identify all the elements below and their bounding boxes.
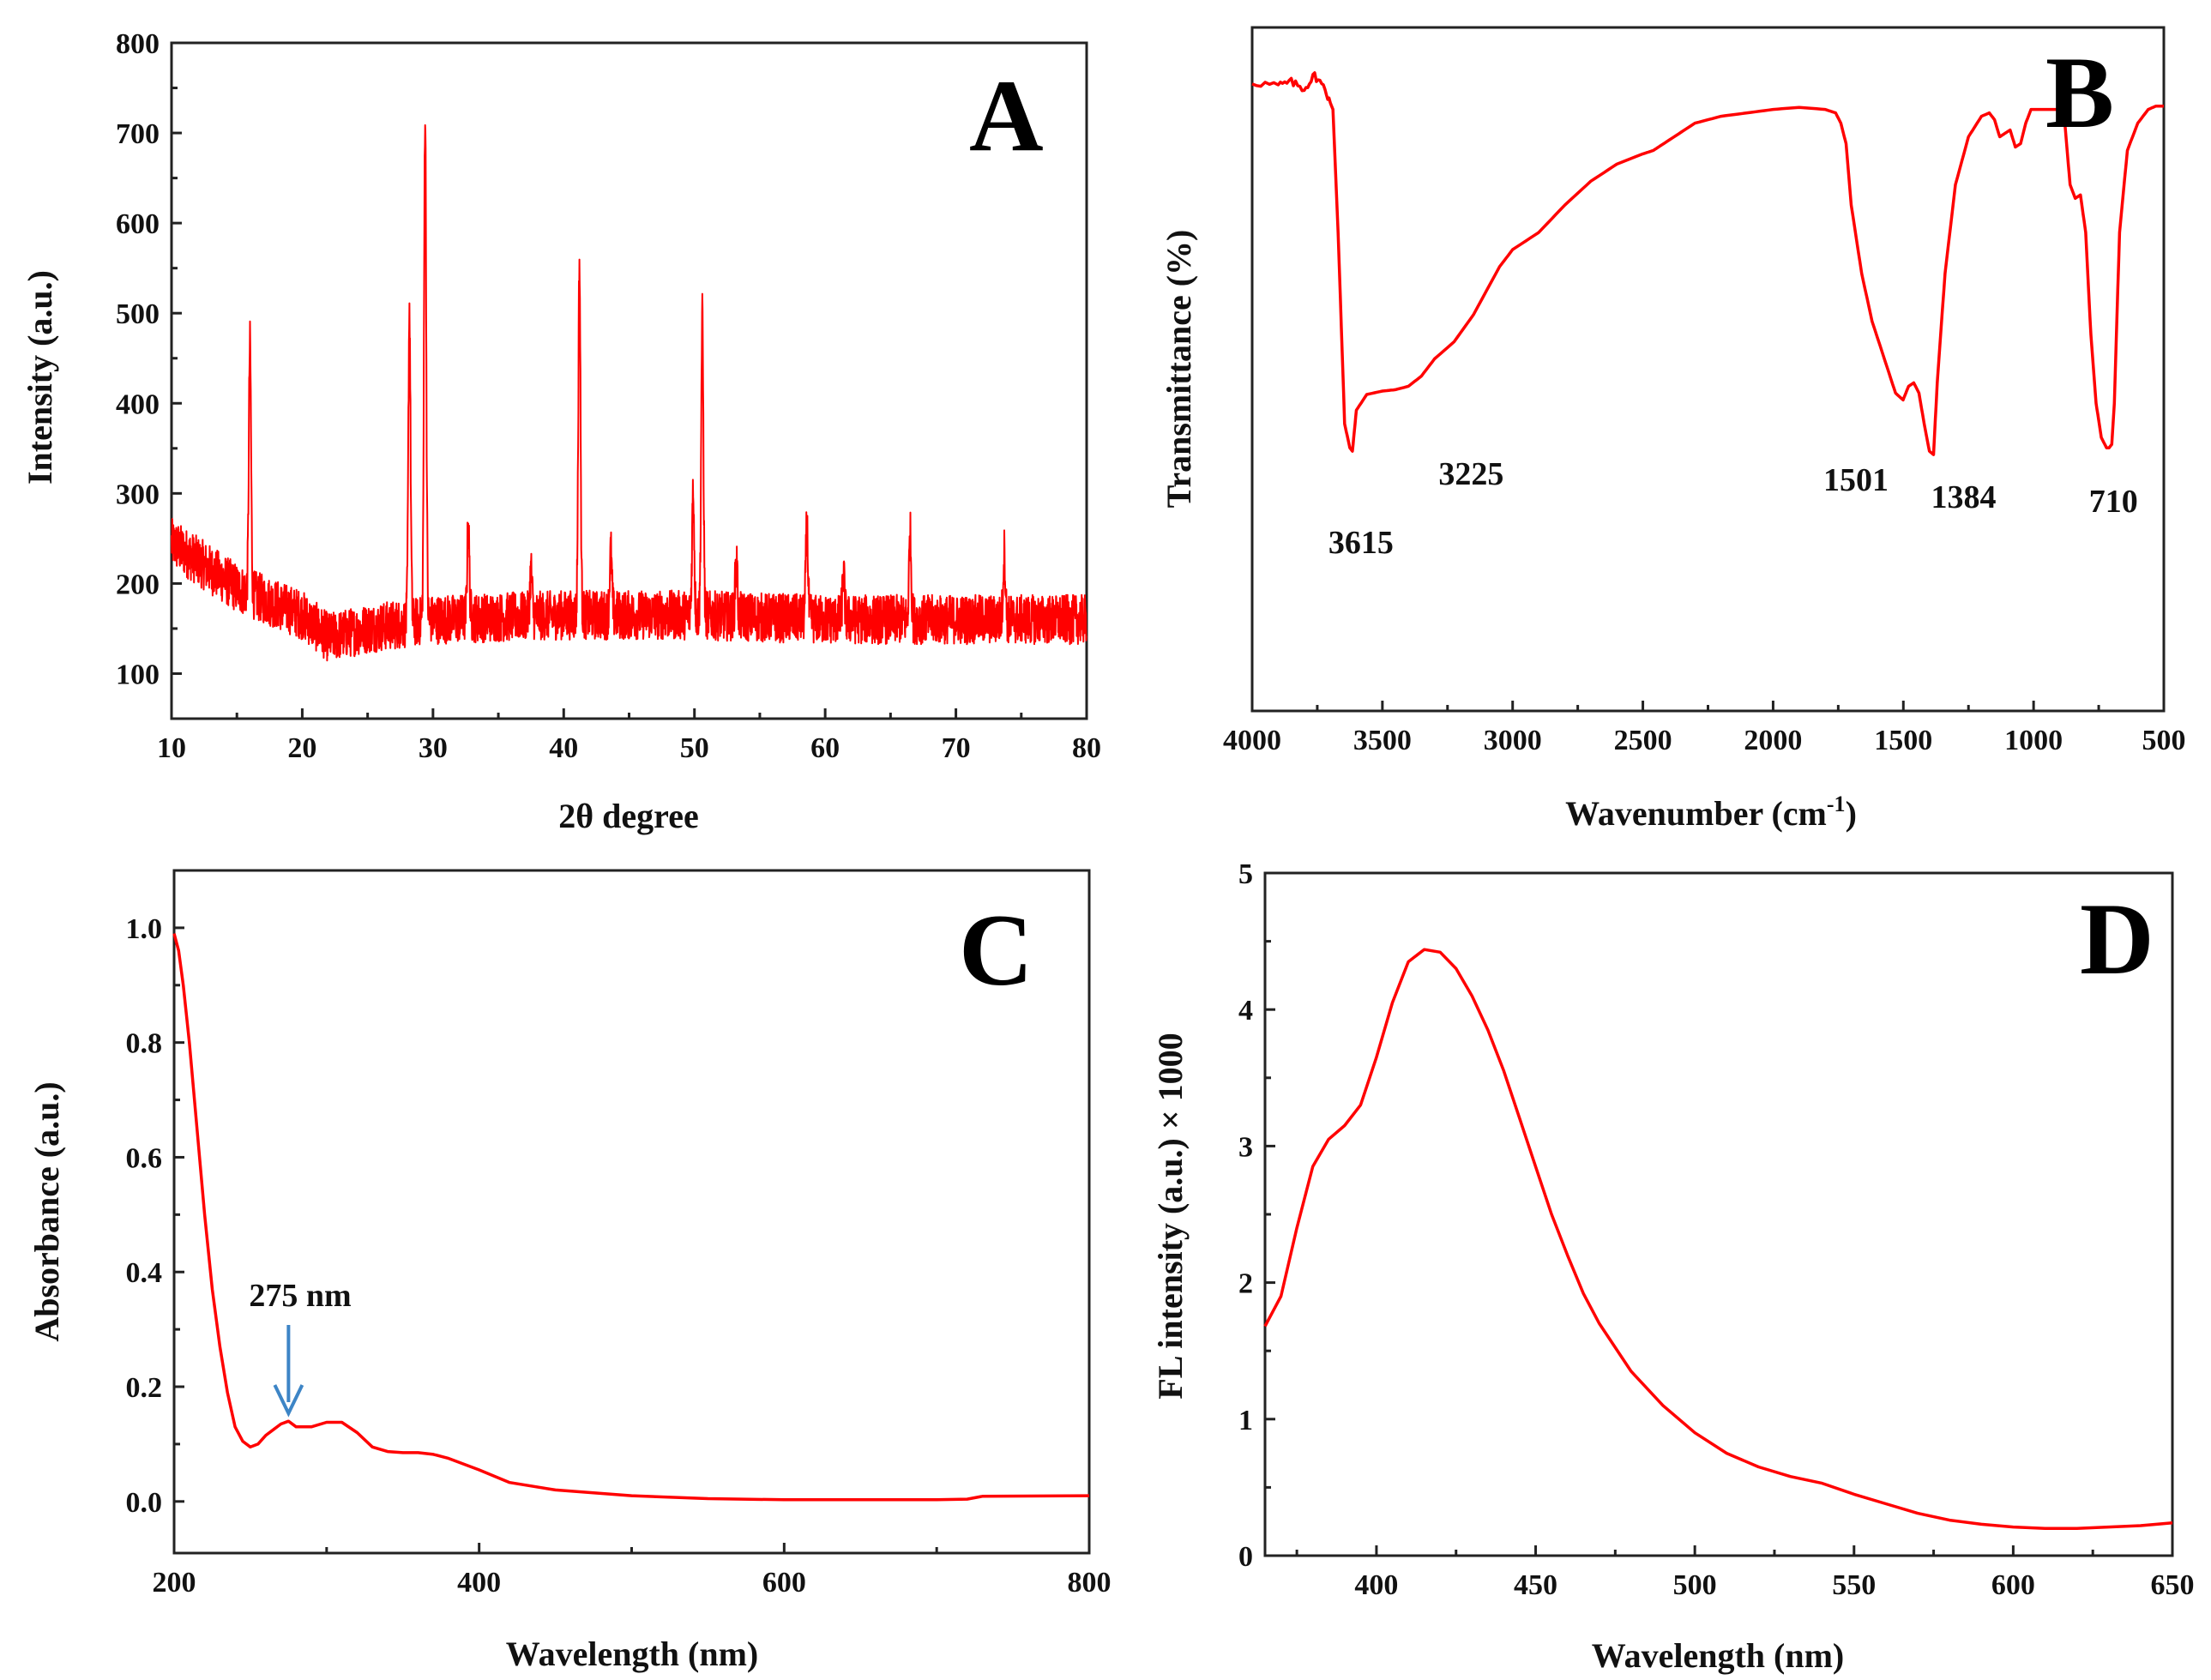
panel-d-series — [1263, 948, 2173, 1530]
panel-d-xtick-label: 450 — [1514, 1569, 1557, 1601]
panel-c-ticks: 200 400 600 800 0.0 0.2 0.4 0.6 0.8 1.0 — [126, 913, 1112, 1599]
panel-a-xtick-label: 20 — [287, 732, 316, 764]
panel-b-ticks: 4000 3500 3000 2500 2000 1500 1000 500 — [1223, 701, 2186, 756]
panel-b-xlabel-end: ) — [1846, 794, 1857, 833]
panel-b-ylabel: Transmittance (%) — [1160, 230, 1198, 509]
panel-d-letter: D — [2080, 882, 2154, 996]
panel-b-xtick-label: 4000 — [1223, 725, 1281, 756]
panel-d-ytick-label: 1 — [1238, 1405, 1253, 1436]
panel-b-xlabel-main: Wavenumber (cm — [1565, 794, 1827, 833]
panel-d-ytick-label: 3 — [1238, 1131, 1253, 1163]
panel-a-ytick-label: 100 — [116, 659, 160, 690]
panel-d-ytick-label: 0 — [1238, 1541, 1253, 1573]
panel-d-xtick-label: 400 — [1354, 1569, 1398, 1601]
panel-b-peak-label: 3225 — [1438, 456, 1503, 492]
panel-c-xlabel: Wavelength (nm) — [506, 1635, 758, 1673]
panel-c-xtick-label: 800 — [1068, 1567, 1112, 1599]
panel-d-ylabel: FL intensity (a.u.) × 1000 — [1151, 1033, 1190, 1399]
panel-a-series — [171, 123, 1087, 662]
panel-b-xtick-label: 2000 — [1744, 725, 1802, 756]
panel-b-ftir-spectrum — [1251, 71, 2165, 456]
panel-a-letter: A — [969, 58, 1044, 172]
panel-a-ytick-label: 200 — [116, 569, 160, 600]
panel-b-annotations: 3615 3225 1501 1384 710 — [1328, 456, 2138, 561]
panel-c-frame — [172, 869, 1091, 1555]
panel-a-ylabel: Intensity (a.u.) — [21, 270, 59, 485]
panel-d-ticks: 400 450 500 550 600 650 0 1 2 3 4 5 — [1238, 858, 2195, 1601]
panel-a-ytick-label: 800 — [116, 28, 160, 60]
panel-a-xtick-label: 60 — [810, 732, 840, 764]
panel-b-xtick-label: 1000 — [2004, 725, 2063, 756]
panel-c-ytick-label: 0.4 — [126, 1257, 163, 1289]
panel-a-xtick-label: 50 — [680, 732, 709, 764]
panel-d-ytick-label: 2 — [1238, 1268, 1253, 1300]
panel-c-ytick-label: 0.8 — [126, 1028, 163, 1060]
panel-c-peak-label: 275 nm — [249, 1278, 351, 1314]
panel-d-ytick-label: 5 — [1238, 858, 1253, 890]
panel-b-xlabel: Wavenumber (cm-1) — [1565, 792, 1857, 833]
panel-a: 10 20 30 40 50 60 70 80 100 200 300 400 500 600 700 800… — [21, 28, 1101, 835]
panel-a-ytick-label: 500 — [116, 298, 160, 330]
panel-a-xlabel: 2θ degree — [558, 797, 698, 835]
panel-c-ylabel: Absorbance (a.u.) — [27, 1081, 66, 1341]
panel-c-arrow-head — [273, 1384, 304, 1418]
panel-c-absorbance-curve — [172, 933, 1090, 1502]
panel-c-xtick-label: 200 — [153, 1567, 196, 1599]
panel-b-xtick-label: 1500 — [1874, 725, 1932, 756]
panel-b-peak-label: 3615 — [1328, 525, 1394, 561]
panel-d-frame — [1263, 871, 2174, 1557]
panel-c-ytick-label: 0.6 — [126, 1142, 163, 1174]
panel-a-xtick-label: 70 — [942, 732, 971, 764]
panel-a-ytick-label: 300 — [116, 479, 160, 510]
panel-a-xtick-label: 80 — [1072, 732, 1101, 764]
panel-d: 400 450 500 550 600 650 0 1 2 3 4 5 D Wavelength (n… — [1151, 858, 2195, 1675]
panel-b-letter: B — [2045, 35, 2114, 149]
panel-c-ytick-label: 0.0 — [126, 1487, 163, 1519]
panel-a-ticks: 10 20 30 40 50 60 70 80 100 200 300 400 500 600 700 800 — [116, 28, 1101, 764]
panel-b-xtick-label: 3000 — [1484, 725, 1542, 756]
panel-c-xtick-label: 600 — [762, 1567, 806, 1599]
panel-d-ytick-label: 4 — [1238, 995, 1253, 1027]
panel-d-fluorescence-curve — [1263, 948, 2173, 1530]
panel-a-xrd-pattern — [171, 123, 1087, 662]
panel-d-xtick-label: 500 — [1673, 1569, 1717, 1601]
panel-a-ytick-label: 600 — [116, 208, 160, 240]
panel-b: 4000 3500 3000 2500 2000 1500 1000 500 3615 3225… — [1160, 26, 2186, 833]
panel-c-ytick-label: 0.2 — [126, 1372, 163, 1404]
panel-b-series — [1251, 71, 2165, 456]
panel-a-ytick-label: 400 — [116, 388, 160, 420]
panel-c-series — [172, 933, 1090, 1502]
panel-c-ytick-label: 1.0 — [126, 913, 163, 945]
panel-a-xtick-label: 40 — [549, 732, 578, 764]
panel-b-frame — [1250, 26, 2166, 713]
panel-a-ytick-label: 700 — [116, 118, 160, 150]
panel-d-xlabel: Wavelength (nm) — [1592, 1636, 1844, 1675]
panel-c-letter: C — [959, 893, 1033, 1007]
panel-b-xlabel-sup: -1 — [1827, 792, 1846, 816]
panel-d-xtick-label: 650 — [2151, 1569, 2195, 1601]
panel-b-xtick-label: 500 — [2142, 725, 2186, 756]
panel-b-xtick-label: 3500 — [1353, 725, 1412, 756]
panel-d-xtick-label: 550 — [1832, 1569, 1876, 1601]
panel-c-xtick-label: 400 — [457, 1567, 501, 1599]
panel-a-xtick-label: 30 — [419, 732, 448, 764]
panel-d-xtick-label: 600 — [1991, 1569, 2035, 1601]
panel-b-peak-label: 1501 — [1823, 462, 1889, 498]
panel-a-xtick-label: 10 — [157, 732, 186, 764]
panel-b-xtick-label: 2500 — [1614, 725, 1672, 756]
panel-b-peak-label: 1384 — [1931, 479, 1997, 515]
panel-b-peak-label: 710 — [2089, 484, 2138, 520]
panel-c-annotation: 275 nm — [249, 1278, 352, 1418]
